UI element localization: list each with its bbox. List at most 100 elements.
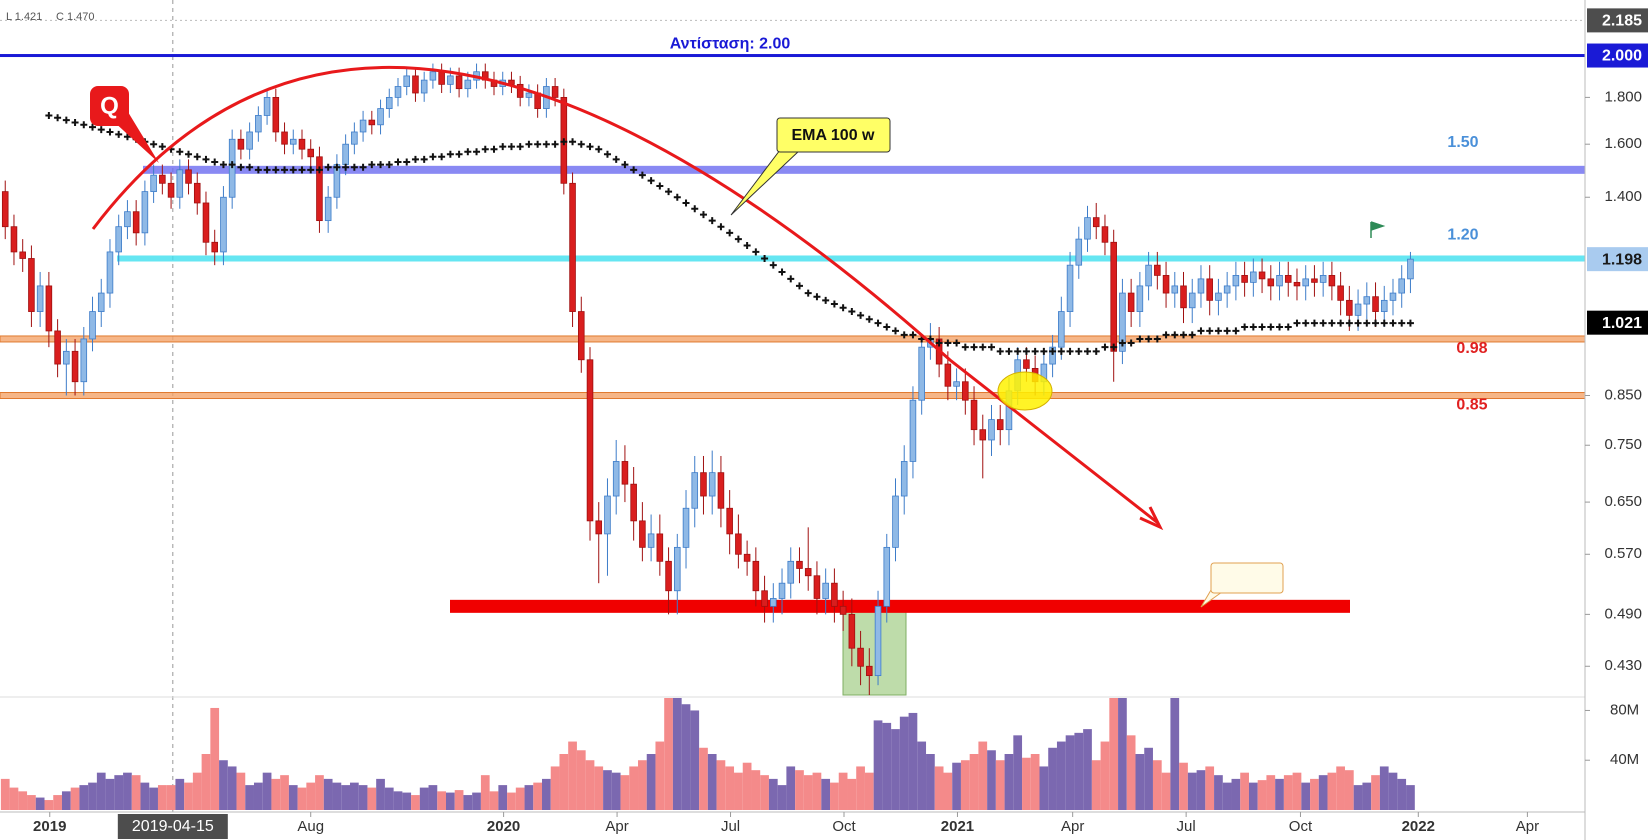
candle-body	[1354, 303, 1362, 316]
candle-body	[743, 553, 751, 562]
candle-body	[944, 363, 952, 387]
ema-point	[97, 126, 105, 134]
y-tick-label: 0.430	[1604, 657, 1642, 674]
volume-bar	[786, 766, 796, 810]
volume-bar	[803, 775, 813, 810]
x-tick-label: Oct	[832, 818, 856, 835]
x-tick-label: 2020	[487, 818, 520, 835]
volume-bar	[1379, 766, 1389, 810]
candle-body	[1119, 292, 1126, 352]
candle-body	[1188, 292, 1196, 309]
ema-point	[481, 145, 489, 153]
ema-point	[315, 166, 323, 174]
candle-body	[289, 138, 297, 145]
candle-body	[1066, 264, 1074, 312]
ema-point	[490, 145, 498, 153]
candle-body	[1232, 275, 1240, 287]
volume-bar	[960, 760, 970, 810]
ema-point	[350, 163, 358, 171]
volume-bar	[1388, 772, 1398, 810]
volume-bar	[428, 785, 438, 810]
candle-body	[988, 419, 995, 441]
candle-body	[866, 665, 873, 677]
ema-point	[1276, 323, 1284, 331]
volume-bar	[227, 766, 237, 810]
ema-point	[377, 161, 385, 169]
candle-body	[10, 226, 18, 253]
volume-bar	[1371, 775, 1380, 810]
candle-body	[813, 575, 821, 599]
volume-bar	[533, 782, 543, 810]
candle-body	[394, 86, 402, 98]
ema-point	[778, 268, 786, 276]
candle-body	[1180, 285, 1187, 309]
volume-bar	[620, 775, 630, 810]
ema-point	[516, 143, 524, 151]
candle-body	[804, 568, 812, 577]
volume-bar	[1353, 785, 1363, 810]
ema-point	[961, 343, 969, 351]
ema-point	[1031, 347, 1039, 355]
volume-bar	[1152, 760, 1162, 810]
candle-body	[167, 182, 175, 198]
ema-point	[1153, 335, 1161, 343]
candle-body	[220, 196, 227, 253]
ema-point	[804, 289, 812, 297]
ema-point	[1136, 335, 1144, 343]
volume-bar	[603, 770, 612, 810]
volume-bar	[1056, 741, 1066, 810]
volume-bar	[44, 800, 54, 810]
candle-body	[1328, 275, 1336, 287]
candle-body	[717, 472, 725, 509]
volume-bar	[9, 787, 19, 810]
ema-point	[1214, 327, 1222, 335]
ema-label: EMA 100 w	[792, 127, 876, 144]
candle-body	[674, 546, 681, 592]
ema-point	[254, 166, 262, 174]
volume-bar	[149, 787, 158, 810]
x-tick-label: Jul	[1177, 818, 1196, 835]
candle-body	[612, 461, 620, 497]
ema-point	[857, 311, 865, 319]
volume-bar	[280, 775, 289, 810]
candle-body	[80, 338, 88, 383]
candle-body	[1215, 292, 1222, 301]
ema-point	[1180, 331, 1188, 339]
volume-bar	[812, 772, 822, 810]
ema-point	[1380, 319, 1388, 327]
candle-body	[455, 75, 463, 90]
volume-bar	[830, 782, 839, 810]
volume-bar	[384, 787, 394, 810]
volume-bar	[201, 754, 211, 810]
ema-point	[202, 155, 210, 163]
candle-body	[604, 495, 611, 535]
volume-bar	[638, 760, 647, 810]
volume-bar	[847, 778, 857, 810]
candle-body	[1407, 258, 1414, 280]
volume-bar	[88, 782, 97, 810]
ema-point	[176, 148, 184, 156]
candle-body	[647, 533, 655, 548]
candle-body	[551, 86, 559, 98]
volume-bar	[655, 741, 665, 810]
ema-point	[1319, 319, 1327, 327]
ema-point	[665, 188, 673, 196]
q-text: Q	[100, 92, 119, 119]
ema-point	[438, 153, 446, 161]
candle-body	[359, 119, 367, 133]
ema-point	[455, 150, 463, 158]
volume-bar	[1344, 770, 1354, 810]
ema-point	[115, 130, 123, 138]
candle-body	[892, 495, 899, 548]
volume-bar	[105, 778, 115, 810]
volume-bar	[926, 754, 935, 810]
candle-body	[115, 226, 122, 253]
candle-body	[97, 292, 105, 312]
volume-bar	[123, 772, 132, 810]
axis-badge-label: 2.185	[1602, 13, 1642, 30]
volume-bar	[1179, 762, 1188, 810]
candle-body	[1092, 217, 1100, 228]
y-tick-label: 0.490	[1604, 605, 1642, 622]
volume-bar	[917, 741, 927, 810]
ema-point	[1293, 319, 1301, 327]
